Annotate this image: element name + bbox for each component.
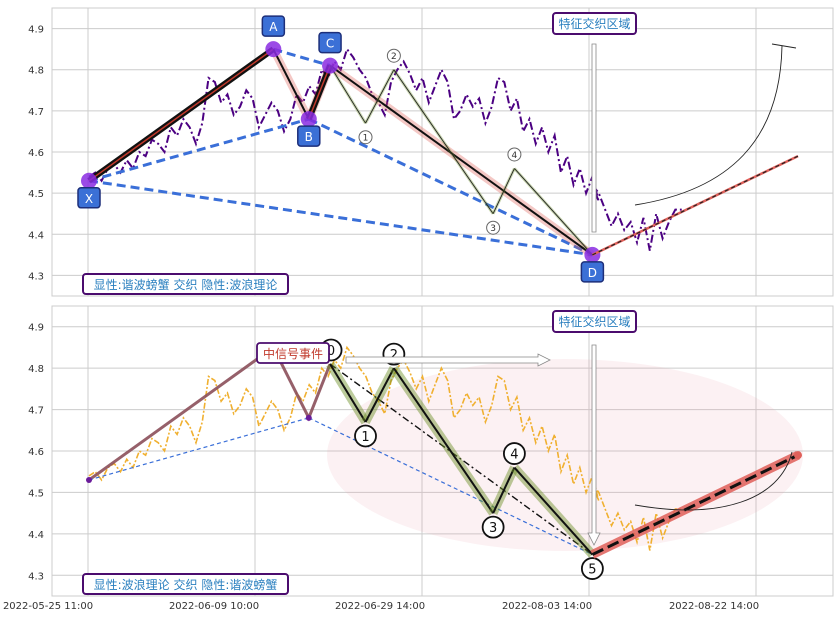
projection-line [592, 155, 799, 256]
y-tick-label: 4.5 [28, 488, 44, 499]
y-tick-label: 4.4 [28, 230, 44, 241]
target-arc-cap [771, 43, 797, 49]
target-arc [634, 45, 783, 206]
projection-line [591, 453, 799, 556]
y-tick-label: 4.6 [28, 148, 44, 159]
x-tick-label: 2022-08-03 14:00 [502, 601, 592, 612]
y-tick-label: 4.7 [28, 107, 44, 118]
wave-label: 3 [489, 521, 497, 536]
y-tick-label: 4.9 [28, 323, 44, 334]
annotation-bottom-box [82, 273, 289, 295]
wave-label: 0 [327, 344, 335, 359]
harmonic-point-badge [318, 31, 342, 54]
zone-right-arrow [345, 353, 551, 367]
harmonic-point-label: B [305, 130, 313, 144]
y-tick-label: 4.3 [28, 271, 44, 282]
wave-label-circle [486, 220, 501, 235]
y-tick-label: 4.8 [28, 364, 44, 375]
annotation-top-label: 特征交织区域 [558, 314, 630, 329]
projection-target-marker [794, 451, 802, 460]
harmonic-point-marker [86, 477, 92, 483]
harmonic-leg-line [272, 48, 310, 120]
y-tick-label: 4.3 [28, 571, 44, 582]
harmonic-connector-line [272, 47, 331, 68]
annotation-bottom-box [82, 573, 289, 595]
wave-leg-line [492, 168, 515, 214]
harmonic-leg-inner [308, 65, 331, 120]
harmonic-point-marker [265, 41, 282, 58]
harmonic-connector-line [88, 117, 310, 183]
x-tick-label: 2022-06-09 10:00 [169, 601, 259, 612]
wave-leg-line [329, 363, 367, 423]
y-tick-label: 4.4 [28, 530, 44, 541]
harmonic-point-badge [261, 15, 286, 37]
wave-label-circle [481, 515, 505, 539]
harmonic-point-badge [77, 187, 101, 209]
y-tick-label: 4.7 [28, 406, 44, 417]
wave-label: 3 [490, 224, 496, 234]
x-tick-label: 2022-06-29 14:00 [335, 601, 425, 612]
annotation-bottom-label: 显性:谐波螃蟹 交织 隐性:波浪理论 [94, 277, 278, 292]
harmonic-point-label: D [588, 266, 597, 280]
harmonic-connector-line [88, 179, 593, 257]
harmonic-connector-line [88, 417, 309, 481]
trend-dashdot-line [329, 363, 593, 556]
wave-label-circle [507, 147, 522, 162]
harmonic-leg-line [88, 345, 332, 482]
harmonic-point-label: A [269, 20, 278, 34]
annotation-top-box [552, 310, 637, 333]
wave-leg-line [393, 367, 494, 514]
x-tick-label: 2022-08-22 14:00 [669, 601, 759, 612]
wave-label-circle [358, 130, 373, 145]
wave-label: 2 [391, 52, 397, 62]
harmonic-point-badge [297, 125, 321, 147]
wave-leg-line [492, 467, 516, 514]
wave-leg-line [329, 65, 366, 124]
wave-leg-line [393, 69, 494, 214]
zone-down-arrow [591, 43, 597, 233]
wave-leg-line [364, 367, 395, 423]
wave-label-circle [354, 424, 377, 448]
signal-event-box [256, 342, 330, 364]
y-tick-label: 4.6 [28, 447, 44, 458]
annotation-top-label: 特征交织区域 [558, 16, 630, 31]
wave-leg-line [365, 69, 395, 124]
wave-label-circle [386, 48, 401, 63]
harmonic-leg-inner [88, 48, 274, 182]
harmonic-point-marker [305, 414, 312, 421]
target-arc [634, 451, 793, 511]
harmonic-point-badge [580, 261, 605, 283]
x-tick-label: 2022-05-25 11:00 [3, 601, 93, 612]
wave-label: 5 [588, 563, 596, 578]
chart-panel-1: 4.34.44.54.64.74.84.912345XABCD特征交织区域显性:… [28, 7, 834, 297]
harmonic-point-marker [81, 172, 97, 189]
chart-panel-2: 4.3 4.4 4.5 4.6 4.7 4.8 4.9 0 1 2 3 4 5 中信号事件 特征交织区域显性… [28, 305, 834, 597]
wave-label-circle [503, 442, 526, 465]
y-tick-label: 4.5 [28, 189, 44, 200]
harmonic-point-marker [322, 57, 339, 74]
interweave-zone-ellipse [327, 359, 803, 551]
annotation-top-box [552, 12, 637, 35]
wave-label: 4 [512, 151, 518, 161]
harmonic-point-label: C [326, 37, 334, 51]
y-tick-label: 4.9 [28, 25, 44, 36]
wave-leg-line [514, 168, 593, 256]
harmonic-connector-line [308, 117, 594, 257]
wave-label: 1 [363, 134, 369, 144]
signal-event-label: 中信号事件 [263, 346, 323, 361]
wave-label-circle [580, 557, 604, 580]
y-tick-label: 4.8 [28, 66, 44, 77]
zone-down-arrow [587, 344, 601, 546]
wave-label: 4 [510, 448, 518, 463]
harmonic-leg-line [329, 64, 593, 256]
wave-leg-line [513, 466, 594, 556]
annotation-bottom-label: 显性:波浪理论 交织 隐性:谐波螃蟹 [94, 577, 278, 592]
wave-label: 2 [390, 348, 398, 363]
wave-label: 1 [361, 430, 369, 445]
harmonic-point-marker [300, 111, 317, 128]
harmonic-point-label: X [85, 192, 93, 206]
